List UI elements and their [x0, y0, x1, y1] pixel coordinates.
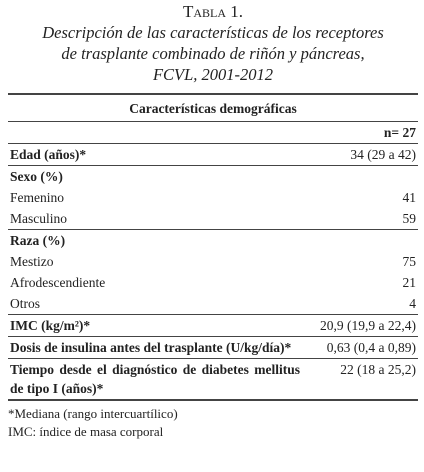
row-label: Raza (%): [8, 229, 302, 251]
table-row: Sexo (%): [8, 165, 418, 187]
item-label: Masculino: [10, 211, 67, 226]
row-value: 22 (18 a 25,2): [302, 358, 418, 401]
table-row: Femenino 41: [8, 187, 418, 208]
table-row: Tiempo desde el diagnóstico de diabetes …: [8, 358, 418, 401]
footnote: *Mediana (rango intercuartílico): [8, 406, 178, 421]
row-value: 20,9 (19,9 a 22,4): [302, 314, 418, 337]
table-title: Tabla 1.: [182, 2, 244, 21]
item-value: 75: [402, 254, 417, 269]
empty-cell: [8, 121, 302, 144]
table-row: Dosis de insulina antes del trasplante (…: [8, 336, 418, 359]
table-row: Características demográficas: [8, 93, 418, 122]
row-value: 34 (29 a 42): [302, 143, 418, 166]
column-header: Características demográficas: [8, 93, 418, 122]
table-row: Afrodescendiente 21: [8, 272, 418, 293]
table-row: Masculino 59: [8, 208, 418, 230]
footnote: IMC: índice de masa corporal: [8, 424, 164, 439]
caption-line: de trasplante combinado de riñón y páncr…: [61, 44, 365, 63]
item-label: Afrodescendiente: [10, 275, 106, 290]
table-row: Edad (años)* 34 (29 a 42): [8, 143, 418, 166]
row-label: Dosis de insulina antes del trasplante (…: [8, 336, 302, 359]
row-label: Sexo (%): [8, 165, 302, 187]
sample-size: n= 27: [302, 121, 418, 144]
item-label: Mestizo: [10, 254, 54, 269]
row-label: Edad (años)*: [8, 143, 302, 166]
empty-cell: [302, 165, 418, 187]
data-table: Características demográficas n= 27 Edad (a…: [8, 93, 418, 401]
row-label: Tiempo desde el diagnóstico de diabetes …: [8, 358, 302, 401]
table-row: Otros 4: [8, 293, 418, 315]
table-row: n= 27: [8, 121, 418, 144]
row-label: IMC (kg/m²)*: [8, 314, 302, 337]
table-row: IMC (kg/m²)* 20,9 (19,9 a 22,4): [8, 314, 418, 337]
table-row: Mestizo 75: [8, 251, 418, 272]
item-value: 21: [402, 275, 417, 290]
item-value: 59: [402, 211, 417, 226]
empty-cell: [302, 229, 418, 251]
document: Tabla 1. Descripción de las característi…: [8, 2, 418, 441]
item-label: Otros: [10, 296, 40, 311]
row-value: 0,63 (0,4 a 0,89): [302, 336, 418, 359]
item-value: 4: [409, 296, 416, 311]
caption-line: Descripción de las características de lo…: [42, 23, 384, 42]
item-label: Femenino: [10, 190, 64, 205]
table-row: Raza (%): [8, 229, 418, 251]
item-value: 41: [402, 190, 417, 205]
caption-line: FCVL, 2001-2012: [152, 65, 274, 84]
